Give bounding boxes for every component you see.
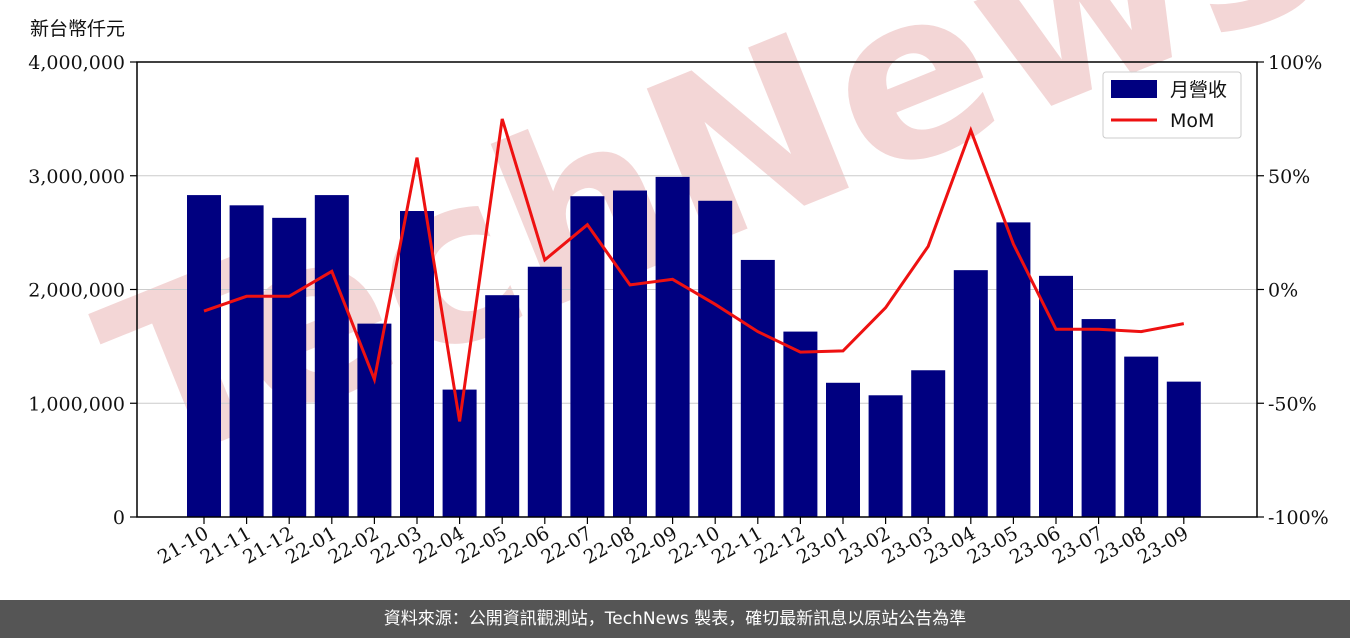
left-tick-label: 1,000,000 — [28, 393, 125, 415]
revenue-bar — [655, 176, 690, 517]
revenue-bar — [1124, 356, 1159, 517]
revenue-bar — [911, 370, 946, 517]
right-tick-label: -50% — [1268, 393, 1317, 415]
legend-bar-swatch — [1111, 80, 1157, 98]
revenue-bar — [996, 222, 1031, 517]
revenue-bar — [357, 323, 392, 517]
y-axis-unit-label: 新台幣仟元 — [30, 18, 126, 40]
revenue-bar — [187, 195, 221, 517]
revenue-bar — [527, 266, 562, 517]
revenue-bar — [272, 217, 307, 517]
revenue-bar — [698, 200, 733, 517]
revenue-bar — [740, 259, 775, 517]
revenue-bar — [783, 331, 818, 517]
revenue-bars — [187, 176, 1201, 517]
revenue-bar — [570, 196, 605, 517]
right-tick-label: 50% — [1268, 166, 1310, 188]
mom-line — [203, 118, 1185, 422]
revenue-bar — [613, 190, 647, 517]
mom-line-path — [203, 118, 1185, 422]
source-footer: 資料來源：公開資訊觀測站，TechNews 製表，確切最新訊息以原站公告為準 — [0, 600, 1350, 638]
right-tick-label: 100% — [1268, 52, 1322, 74]
revenue-bar — [953, 270, 988, 517]
legend-label-mom: MoM — [1170, 110, 1214, 132]
revenue-chart: TechNews 01,000,0002,000,0003,000,0004,0… — [28, 0, 1350, 569]
revenue-bar — [485, 295, 520, 517]
right-tick-label: -100% — [1268, 507, 1329, 529]
revenue-bar — [1081, 319, 1116, 517]
revenue-bar — [400, 211, 434, 517]
left-tick-label: 2,000,000 — [28, 280, 125, 302]
revenue-bar — [229, 205, 264, 517]
revenue-bar — [826, 382, 860, 517]
revenue-bar — [868, 395, 903, 517]
legend: 月營收 MoM — [1102, 71, 1242, 139]
left-tick-label: 0 — [113, 507, 125, 529]
revenue-bar — [1166, 381, 1201, 517]
revenue-bar — [314, 195, 349, 517]
left-tick-label: 3,000,000 — [28, 166, 125, 188]
legend-label-revenue: 月營收 — [1170, 79, 1227, 101]
right-tick-label: 0% — [1268, 280, 1298, 302]
revenue-bar — [442, 389, 477, 517]
revenue-bar — [1039, 275, 1073, 517]
left-tick-label: 4,000,000 — [28, 52, 125, 74]
